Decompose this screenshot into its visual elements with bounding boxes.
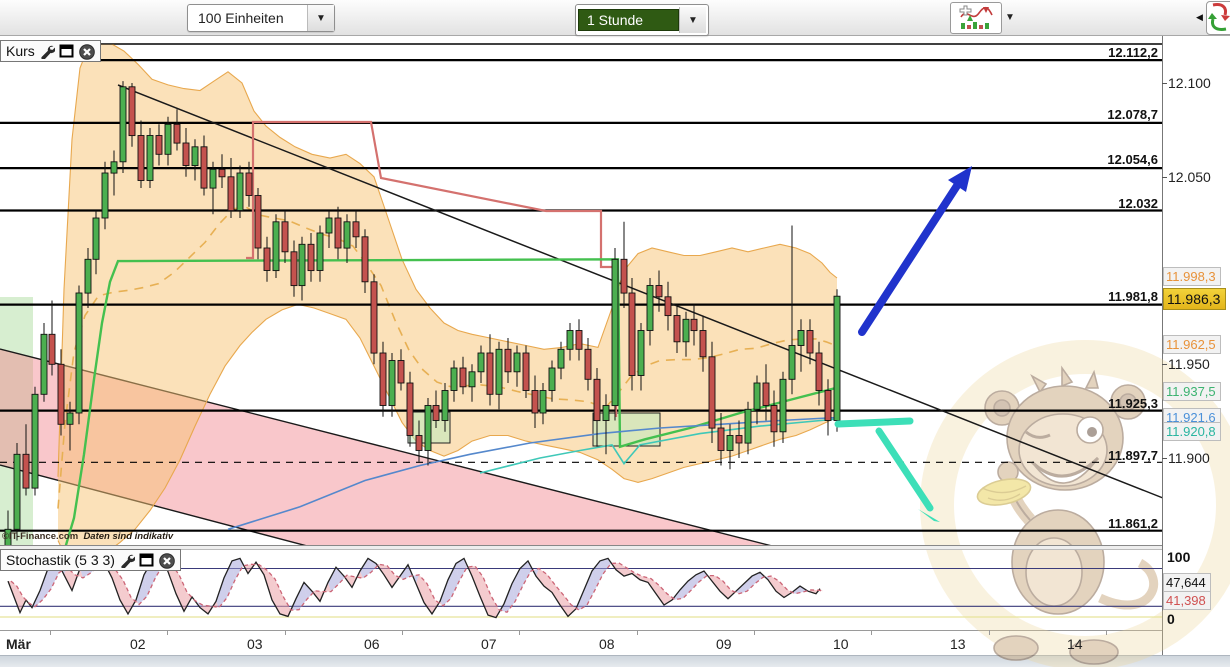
- indicator-picker-button[interactable]: [950, 2, 1002, 34]
- units-dropdown[interactable]: 100 Einheiten ▼: [187, 4, 335, 32]
- price-level-label: 11.925,3: [1108, 396, 1158, 411]
- price-level-label: 11.861,2: [1108, 516, 1158, 531]
- stoch-value-tag: 41,398: [1163, 591, 1211, 610]
- chevron-down-icon[interactable]: ▼: [307, 5, 334, 31]
- price-chart-group: [0, 44, 1162, 546]
- x-axis-tick: [871, 630, 872, 635]
- price-level-label: 11.981,8: [1108, 289, 1158, 304]
- price-level-label: 12.032: [1118, 196, 1158, 211]
- x-axis-tick: [50, 630, 51, 635]
- stochastic-panel-title: Stochastik (5 3 3): [6, 552, 115, 568]
- refresh-arrows-icon: [1208, 3, 1230, 31]
- axis-price-tag: 11.937,5: [1163, 382, 1221, 401]
- bottom-scroll-strip[interactable]: [0, 655, 1230, 667]
- chevron-down-icon[interactable]: ▼: [679, 7, 706, 33]
- stochastic-chart-surface[interactable]: [0, 548, 1162, 630]
- panel-separator[interactable]: [0, 545, 1162, 550]
- interval-dropdown[interactable]: 1 Stunde ▼: [575, 4, 709, 36]
- x-axis-label: 03: [247, 636, 263, 652]
- price-level-label: 11.897,7: [1108, 448, 1158, 463]
- close-icon[interactable]: [78, 43, 95, 60]
- y-axis-tick: [1162, 364, 1167, 365]
- y-axis-tick-label: 11.950: [1168, 356, 1210, 373]
- refresh-button[interactable]: [1206, 1, 1230, 35]
- x-axis-label: 14: [1067, 636, 1083, 652]
- copyright-note: ©IT-Finance.com Daten sind indikativ: [2, 531, 174, 542]
- indicator-chart-icon: [959, 5, 993, 31]
- axis-price-tag: 11.986,3: [1163, 288, 1227, 310]
- x-axis-label: 02: [130, 636, 146, 652]
- x-axis-tick: [989, 630, 990, 635]
- window-icon[interactable]: [59, 44, 75, 59]
- x-axis-tick: [754, 630, 755, 635]
- wrench-icon[interactable]: [39, 44, 55, 59]
- x-axis-tick: [402, 630, 403, 635]
- stoch-value-tag: 47,644: [1163, 573, 1211, 592]
- window-icon[interactable]: [139, 553, 155, 568]
- x-axis-tick: [1106, 630, 1107, 635]
- price-level-label: 12.078,7: [1107, 107, 1158, 122]
- indicator-picker-chevron[interactable]: ▼: [1005, 11, 1015, 23]
- x-axis-tick: [519, 630, 520, 635]
- y-axis-tick: [1162, 83, 1167, 84]
- collapse-left-icon[interactable]: ◀: [1196, 12, 1203, 22]
- x-axis-label: 13: [950, 636, 966, 652]
- units-dropdown-value: 100 Einheiten: [198, 10, 284, 26]
- x-axis-label: 06: [364, 636, 380, 652]
- kurs-panel-title: Kurs: [6, 43, 35, 59]
- stoch-min-label: 0: [1167, 611, 1175, 627]
- x-axis-label: 09: [716, 636, 732, 652]
- interval-dropdown-value: 1 Stunde: [578, 9, 679, 31]
- stoch-max-label: 100: [1167, 549, 1191, 565]
- x-axis-label: 10: [833, 636, 849, 652]
- price-level-label: 12.112,2: [1108, 45, 1158, 60]
- price-level-label: 12.054,6: [1107, 152, 1158, 167]
- y-axis-tick-label: 11.900: [1168, 450, 1210, 466]
- y-axis-tick-label: 12.100: [1168, 75, 1211, 91]
- stochastic-panel-tab: Stochastik (5 3 3): [0, 549, 181, 571]
- x-axis-tick: [285, 630, 286, 635]
- y-axis-tick-label: 12.050: [1168, 168, 1211, 185]
- y-axis-tick: [1162, 458, 1167, 459]
- y-axis-tick: [1162, 177, 1167, 178]
- top-toolbar: 100 Einheiten ▼ 1 Stunde ▼: [0, 0, 1230, 36]
- x-axis-tick: [637, 630, 638, 635]
- wrench-icon[interactable]: [119, 553, 135, 568]
- axis-price-tag: 11.920,8: [1163, 422, 1221, 441]
- close-icon[interactable]: [159, 552, 175, 569]
- x-axis-label: 07: [481, 636, 497, 652]
- axis-price-tag: 11.962,5: [1163, 335, 1221, 354]
- kurs-panel-tab: Kurs: [0, 40, 101, 62]
- x-axis-tick: [167, 630, 168, 635]
- x-axis-label: 08: [599, 636, 615, 652]
- x-axis-label: Mär: [6, 636, 31, 652]
- axis-price-tag: 11.998,3: [1163, 267, 1221, 286]
- x-axis-strip: [0, 630, 1162, 656]
